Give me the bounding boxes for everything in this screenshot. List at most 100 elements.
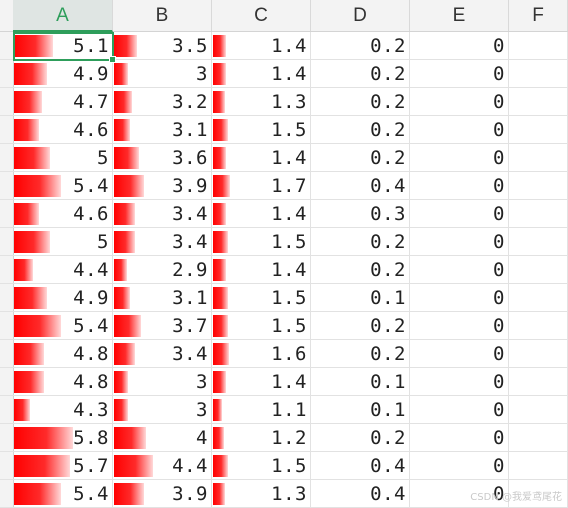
cell-f9[interactable] bbox=[509, 256, 568, 284]
cell-f8[interactable] bbox=[509, 228, 568, 256]
cell-d14[interactable]: 0.1 bbox=[311, 396, 410, 424]
cell-f14[interactable] bbox=[509, 396, 568, 424]
cell-a16[interactable]: 5.7 bbox=[13, 452, 113, 480]
cell-f16[interactable] bbox=[509, 452, 568, 480]
row-header[interactable] bbox=[0, 60, 14, 88]
cell-f1[interactable] bbox=[509, 32, 568, 60]
cell-a15[interactable]: 5.8 bbox=[13, 424, 113, 452]
cell-f3[interactable] bbox=[509, 88, 568, 116]
cell-d11[interactable]: 0.2 bbox=[311, 312, 410, 340]
cell-a14[interactable]: 4.3 bbox=[13, 396, 113, 424]
cell-c11[interactable]: 1.5 bbox=[212, 312, 311, 340]
cell-e9[interactable]: 0 bbox=[410, 256, 509, 284]
cell-a5[interactable]: 5 bbox=[13, 144, 113, 172]
column-header-c[interactable]: C bbox=[212, 0, 311, 31]
column-header-d[interactable]: D bbox=[311, 0, 410, 31]
row-header[interactable] bbox=[0, 116, 14, 144]
cell-b14[interactable]: 3 bbox=[113, 396, 212, 424]
cell-a4[interactable]: 4.6 bbox=[13, 116, 113, 144]
cell-a8[interactable]: 5 bbox=[13, 228, 113, 256]
cell-f4[interactable] bbox=[509, 116, 568, 144]
cell-f5[interactable] bbox=[509, 144, 568, 172]
cell-e8[interactable]: 0 bbox=[410, 228, 509, 256]
row-header[interactable] bbox=[0, 424, 14, 452]
cell-c8[interactable]: 1.5 bbox=[212, 228, 311, 256]
cell-e12[interactable]: 0 bbox=[410, 340, 509, 368]
cell-c10[interactable]: 1.5 bbox=[212, 284, 311, 312]
row-header[interactable] bbox=[0, 200, 14, 228]
row-header[interactable] bbox=[0, 88, 14, 116]
cell-c2[interactable]: 1.4 bbox=[212, 60, 311, 88]
cell-c3[interactable]: 1.3 bbox=[212, 88, 311, 116]
cell-c14[interactable]: 1.1 bbox=[212, 396, 311, 424]
cell-e11[interactable]: 0 bbox=[410, 312, 509, 340]
row-header[interactable] bbox=[0, 480, 14, 508]
cell-f15[interactable] bbox=[509, 424, 568, 452]
cell-a9[interactable]: 4.4 bbox=[13, 256, 113, 284]
cell-b17[interactable]: 3.9 bbox=[113, 480, 212, 508]
row-header[interactable] bbox=[0, 396, 14, 424]
cell-b4[interactable]: 3.1 bbox=[113, 116, 212, 144]
cell-a6[interactable]: 5.4 bbox=[13, 172, 113, 200]
cell-d15[interactable]: 0.2 bbox=[311, 424, 410, 452]
cell-d4[interactable]: 0.2 bbox=[311, 116, 410, 144]
cell-d1[interactable]: 0.2 bbox=[311, 32, 410, 60]
cell-d2[interactable]: 0.2 bbox=[311, 60, 410, 88]
column-header-f[interactable]: F bbox=[509, 0, 568, 31]
cell-e1[interactable]: 0 bbox=[410, 32, 509, 60]
cell-e5[interactable]: 0 bbox=[410, 144, 509, 172]
cell-a2[interactable]: 4.9 bbox=[13, 60, 113, 88]
cell-b16[interactable]: 4.4 bbox=[113, 452, 212, 480]
cell-c16[interactable]: 1.5 bbox=[212, 452, 311, 480]
cell-a12[interactable]: 4.8 bbox=[13, 340, 113, 368]
cell-f13[interactable] bbox=[509, 368, 568, 396]
cell-d6[interactable]: 0.4 bbox=[311, 172, 410, 200]
cell-c13[interactable]: 1.4 bbox=[212, 368, 311, 396]
row-header[interactable] bbox=[0, 284, 14, 312]
cell-c6[interactable]: 1.7 bbox=[212, 172, 311, 200]
column-header-e[interactable]: E bbox=[410, 0, 509, 31]
cell-d3[interactable]: 0.2 bbox=[311, 88, 410, 116]
cell-f2[interactable] bbox=[509, 60, 568, 88]
cell-b8[interactable]: 3.4 bbox=[113, 228, 212, 256]
cell-c9[interactable]: 1.4 bbox=[212, 256, 311, 284]
cell-f6[interactable] bbox=[509, 172, 568, 200]
cell-e16[interactable]: 0 bbox=[410, 452, 509, 480]
cell-d7[interactable]: 0.3 bbox=[311, 200, 410, 228]
cell-c17[interactable]: 1.3 bbox=[212, 480, 311, 508]
cell-f11[interactable] bbox=[509, 312, 568, 340]
cell-b10[interactable]: 3.1 bbox=[113, 284, 212, 312]
cell-f7[interactable] bbox=[509, 200, 568, 228]
cell-c15[interactable]: 1.2 bbox=[212, 424, 311, 452]
cell-d5[interactable]: 0.2 bbox=[311, 144, 410, 172]
row-header[interactable] bbox=[0, 256, 14, 284]
cell-c12[interactable]: 1.6 bbox=[212, 340, 311, 368]
row-header[interactable] bbox=[0, 172, 14, 200]
cell-d12[interactable]: 0.2 bbox=[311, 340, 410, 368]
column-header-a[interactable]: A bbox=[13, 0, 113, 32]
cell-b3[interactable]: 3.2 bbox=[113, 88, 212, 116]
cell-b1[interactable]: 3.5 bbox=[113, 32, 212, 60]
row-header[interactable] bbox=[0, 340, 14, 368]
row-header[interactable] bbox=[0, 144, 14, 172]
select-all-corner[interactable] bbox=[0, 0, 14, 31]
cell-b6[interactable]: 3.9 bbox=[113, 172, 212, 200]
cell-d10[interactable]: 0.1 bbox=[311, 284, 410, 312]
cell-e13[interactable]: 0 bbox=[410, 368, 509, 396]
cell-f10[interactable] bbox=[509, 284, 568, 312]
cell-d8[interactable]: 0.2 bbox=[311, 228, 410, 256]
cell-b2[interactable]: 3 bbox=[113, 60, 212, 88]
cell-e15[interactable]: 0 bbox=[410, 424, 509, 452]
cell-e3[interactable]: 0 bbox=[410, 88, 509, 116]
cell-d13[interactable]: 0.1 bbox=[311, 368, 410, 396]
row-header[interactable] bbox=[0, 452, 14, 480]
cell-e10[interactable]: 0 bbox=[410, 284, 509, 312]
cell-b11[interactable]: 3.7 bbox=[113, 312, 212, 340]
cell-a11[interactable]: 5.4 bbox=[13, 312, 113, 340]
cell-a7[interactable]: 4.6 bbox=[13, 200, 113, 228]
cell-c1[interactable]: 1.4 bbox=[212, 32, 311, 60]
cell-b9[interactable]: 2.9 bbox=[113, 256, 212, 284]
cell-c5[interactable]: 1.4 bbox=[212, 144, 311, 172]
cell-b7[interactable]: 3.4 bbox=[113, 200, 212, 228]
cell-d9[interactable]: 0.2 bbox=[311, 256, 410, 284]
